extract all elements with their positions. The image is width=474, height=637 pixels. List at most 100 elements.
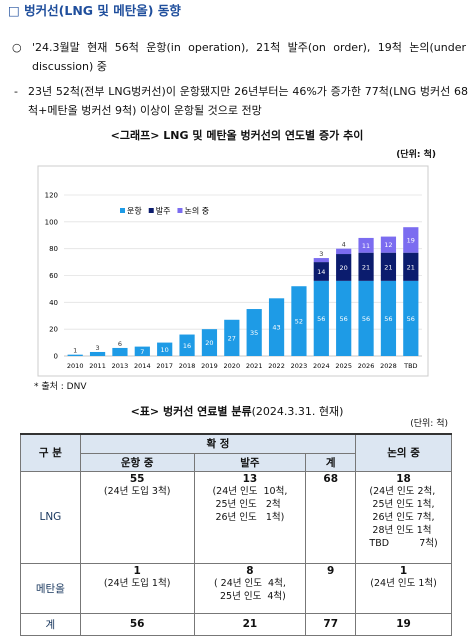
source-note: * 출처 : DNV (34, 382, 87, 392)
cell-detail: (24년 인도 1척) (370, 577, 437, 590)
y-tick-label: 120 (45, 192, 58, 200)
x-tick-label: 2018 (179, 362, 196, 370)
cell: 8( 24년 인도 4척, 25년 인도 4척) (193, 562, 307, 614)
cell-value: 21 (193, 612, 307, 636)
data-label: 56 (407, 315, 415, 323)
detail-line: (24년 도입 1척) (103, 577, 171, 589)
cell-detail: (24년 도입 3척) (104, 485, 171, 498)
detail-line: TBD 7척) (369, 537, 438, 549)
data-label: 56 (317, 315, 325, 323)
cell-detail: (24년 도입 1척) (104, 577, 171, 590)
data-label: 56 (340, 315, 348, 323)
detail-line: 25년 인도 1척, (369, 498, 435, 510)
detail-line: (24년 인도 1척) (370, 577, 437, 589)
chart-caption: <그래프> LNG 및 메탄올 벙커선의 연도별 증가 추이 (110, 129, 364, 142)
x-tick-label: 2017 (156, 362, 173, 370)
bar-segment (403, 280, 419, 356)
legend-swatch (177, 208, 183, 213)
bar-segment (224, 319, 240, 356)
data-label: 20 (205, 339, 213, 347)
bullet-marker: ○ (12, 41, 22, 54)
x-tick-label: 2021 (246, 362, 263, 370)
bar-segment (403, 227, 419, 253)
detail-line: 28년 인도 1척 (369, 524, 432, 536)
x-tick-label: 2022 (268, 362, 285, 370)
cell: 18 (24년 인도 2척, 25년 인도 1척, 26년 인도 7척, 28년 … (355, 470, 452, 564)
cell-value: 68 (305, 470, 357, 564)
data-label: 3 (319, 250, 323, 258)
x-tick-label: 2026 (358, 362, 375, 370)
bullet-marker: - (14, 85, 18, 98)
cell-detail: (24년 인도 10척, 25년 인도 2척 26년 인도 1척) (212, 485, 287, 524)
row-label: 계 (20, 612, 81, 636)
detail-line: 25년 인도 4척) (213, 590, 286, 602)
bar-segment (380, 236, 397, 253)
data-label: 20 (340, 264, 348, 272)
data-label: 56 (362, 315, 370, 323)
table-caption: <표> 벙커선 연료별 분류(2024.3.31. 현재) (0, 402, 474, 421)
data-label: 3 (95, 344, 99, 352)
bar-segment (336, 248, 352, 255)
section-title: □ 벙커선(LNG 및 메탄올) 동향 (8, 3, 181, 18)
data-label: 12 (384, 241, 392, 249)
cell: 55 (24년 도입 3척) (79, 470, 195, 564)
table-caption-title: <표> 벙커선 연료별 분류 (130, 405, 252, 418)
table: 구 분 확 정 논의 중 운항 중 발주 계 LNG 55 (24년 도입 3척)… (20, 433, 452, 636)
bar-segment (358, 280, 374, 356)
cell-value: 13 (242, 472, 258, 485)
cell-value: 18 (396, 472, 411, 485)
header-cell: 논의 중 (355, 433, 452, 472)
header-cell: 운항 중 (79, 452, 195, 472)
header-cell: 발주 (193, 452, 307, 472)
cell-value: 8 (246, 564, 254, 577)
cell-value: 9 (305, 562, 357, 614)
legend-swatch (148, 208, 154, 213)
y-tick-label: 20 (49, 326, 58, 334)
cell-value: 55 (129, 472, 145, 485)
data-label: 16 (183, 342, 191, 350)
x-tick-label: 2028 (380, 362, 397, 370)
data-label: 56 (384, 315, 392, 323)
data-label: 21 (407, 263, 415, 271)
x-tick-label: 2020 (224, 362, 241, 370)
row-label: LNG (20, 470, 81, 564)
header-cell: 구 분 (20, 433, 81, 472)
y-tick-label: 40 (49, 299, 58, 307)
data-label: 27 (228, 334, 236, 342)
bar-segment (201, 329, 218, 356)
bar-segment (134, 346, 150, 356)
bar-segment (358, 252, 374, 281)
detail-line: ( 24년 인도 4척, (213, 577, 286, 589)
x-tick-label: 2023 (291, 362, 308, 370)
data-label: 52 (295, 318, 303, 326)
data-label: 14 (317, 268, 325, 276)
detail-line: (24년 인도 10척, (212, 485, 288, 497)
x-tick-label: 2024 (313, 362, 330, 370)
bar-segment (380, 280, 397, 356)
header-cell: 확 정 (79, 433, 357, 454)
data-label: 19 (407, 236, 415, 244)
data-label: 11 (362, 242, 370, 250)
bar-segment (380, 252, 397, 281)
bullet-text: '24.3월말 현재 56척 운항(in operation), 21척 발주(… (32, 41, 466, 73)
cell-value: 1 (399, 564, 408, 577)
y-tick-label: 0 (54, 353, 58, 361)
bar-segment (336, 254, 352, 281)
bar-segment (403, 252, 419, 281)
data-label: 1 (73, 347, 77, 355)
detail-line: 26년 인도 1척) (212, 511, 285, 523)
legend-label: 운항 (127, 207, 142, 216)
bar-segment (67, 354, 83, 356)
x-tick-label: TBD (403, 362, 417, 370)
legend-swatch (120, 208, 125, 213)
cell: 1 (24년 인도 1척) (355, 562, 452, 614)
cell: 1 (24년 도입 1척) (79, 562, 195, 614)
bar-segment (313, 258, 329, 263)
data-label: 7 (140, 348, 144, 356)
cell-value: 1 (133, 564, 141, 577)
bar-segment (89, 351, 106, 356)
cell-value: 56 (79, 612, 195, 636)
data-label: 43 (272, 324, 280, 332)
y-tick-label: 80 (49, 245, 58, 253)
